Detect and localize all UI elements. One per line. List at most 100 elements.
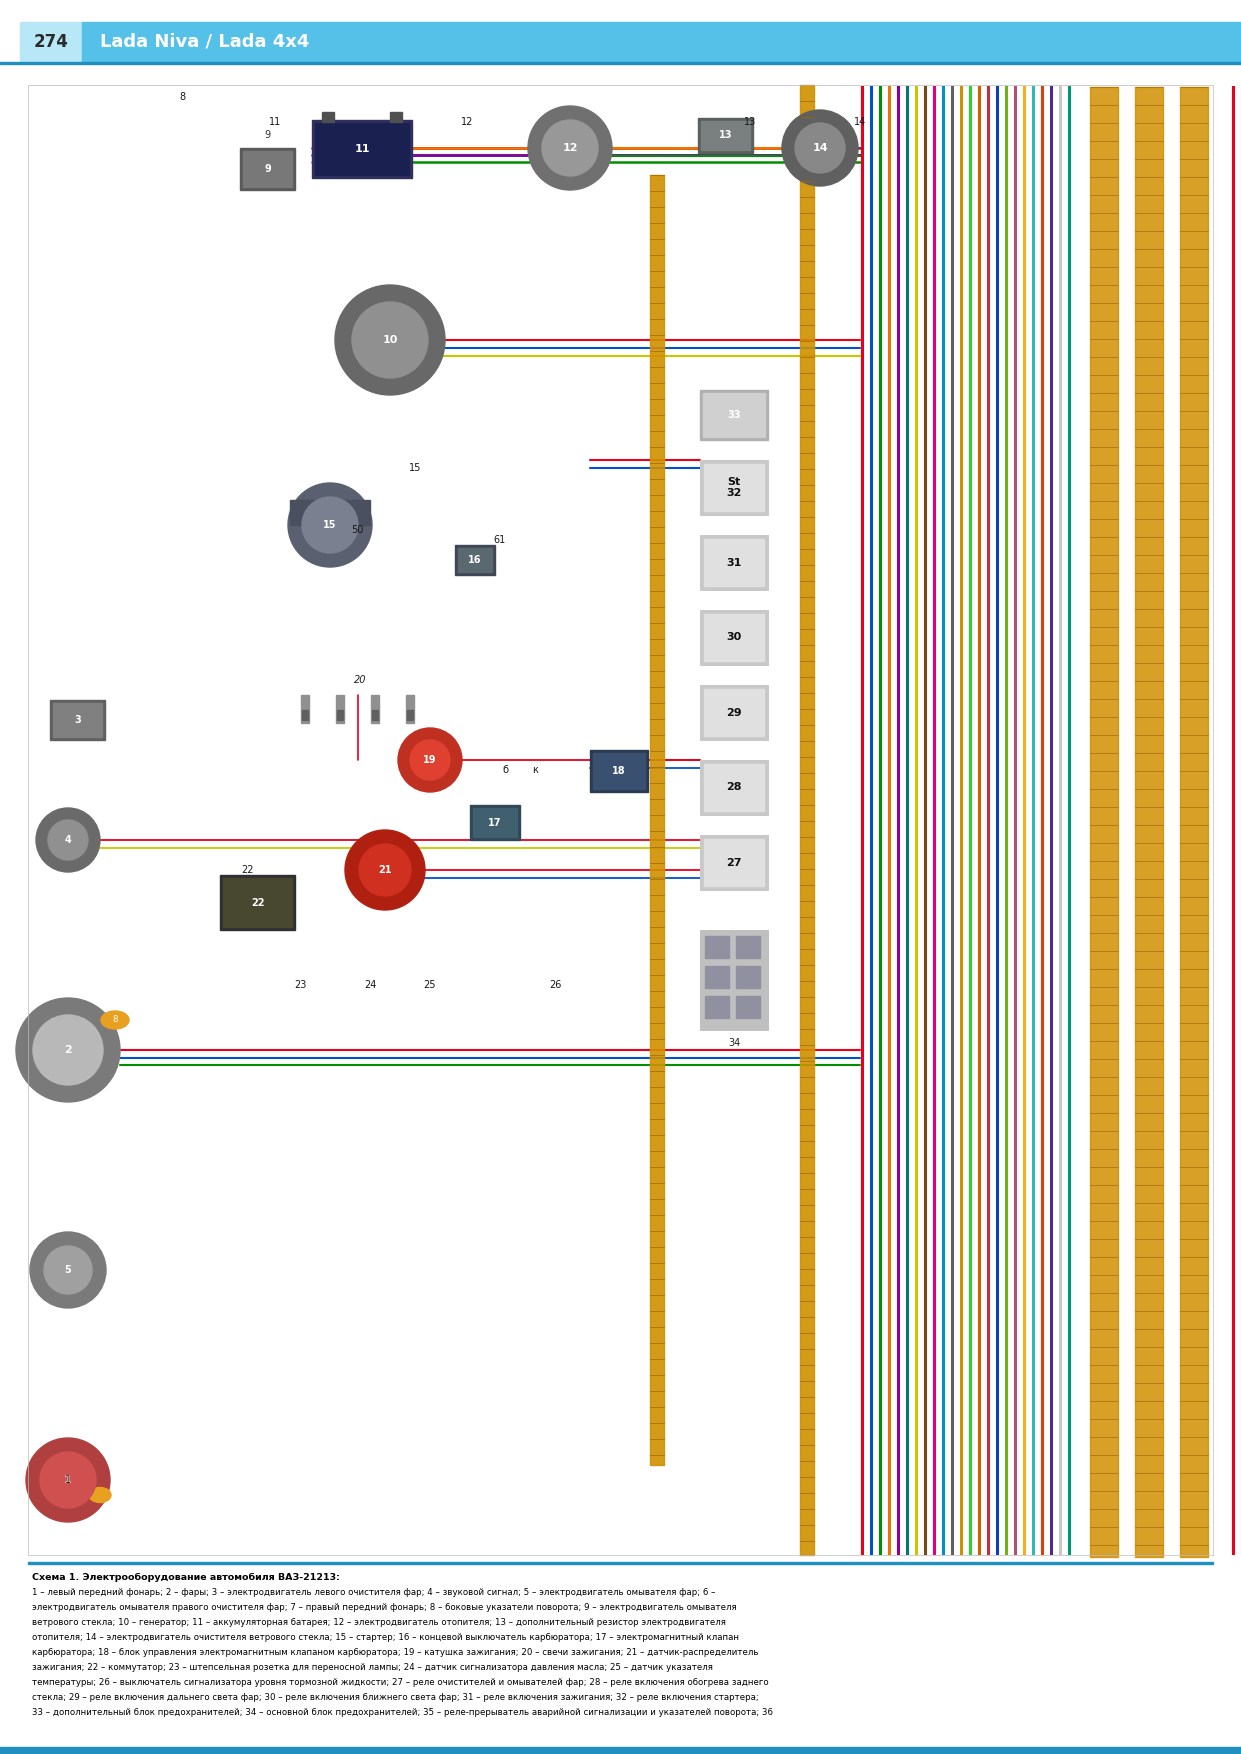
- Circle shape: [40, 1452, 96, 1508]
- Bar: [704, 765, 764, 810]
- Bar: [1090, 88, 1118, 1558]
- Text: 4: 4: [65, 835, 72, 845]
- Bar: [223, 879, 292, 928]
- Bar: [29, 84, 1212, 1556]
- Ellipse shape: [89, 1487, 110, 1503]
- Text: 33: 33: [727, 410, 741, 419]
- Text: 1 – левый передний фонарь; 2 – фары; 3 – электродвигатель левого очистителя фар;: 1 – левый передний фонарь; 2 – фары; 3 –…: [32, 1587, 716, 1596]
- Text: 15: 15: [323, 519, 336, 530]
- Text: 1: 1: [65, 1475, 72, 1486]
- Circle shape: [48, 821, 88, 859]
- Bar: [290, 500, 370, 524]
- Bar: [700, 930, 768, 1030]
- Circle shape: [335, 284, 446, 395]
- Text: зажигания; 22 – коммутатор; 23 – штепсельная розетка для переносной лампы; 24 – : зажигания; 22 – коммутатор; 23 – штепсел…: [32, 1663, 712, 1672]
- Text: 2: 2: [65, 1045, 72, 1054]
- Bar: [705, 996, 728, 1017]
- Bar: [470, 805, 520, 840]
- Text: 61: 61: [494, 535, 506, 545]
- Text: 23: 23: [294, 980, 307, 989]
- Bar: [338, 710, 343, 719]
- Bar: [704, 838, 764, 886]
- Circle shape: [302, 496, 357, 553]
- Bar: [700, 535, 768, 589]
- Bar: [302, 710, 308, 719]
- Text: отопителя; 14 – электродвигатель очистителя ветрового стекла; 15 – стартер; 16 –: отопителя; 14 – электродвигатель очистит…: [32, 1633, 738, 1642]
- Bar: [29, 1563, 1212, 1565]
- Bar: [701, 121, 750, 151]
- Circle shape: [795, 123, 845, 174]
- Text: 8: 8: [113, 1016, 118, 1024]
- Bar: [50, 700, 105, 740]
- Circle shape: [359, 844, 411, 896]
- Text: Lada Niva / Lada 4x4: Lada Niva / Lada 4x4: [101, 33, 309, 51]
- Text: 29: 29: [726, 707, 742, 717]
- Circle shape: [26, 1438, 110, 1522]
- Bar: [473, 809, 517, 837]
- Circle shape: [542, 119, 598, 175]
- Bar: [736, 996, 759, 1017]
- Bar: [700, 686, 768, 740]
- Bar: [700, 835, 768, 889]
- Text: 50: 50: [351, 524, 364, 535]
- Bar: [705, 966, 728, 988]
- Bar: [240, 147, 295, 189]
- Bar: [321, 112, 334, 123]
- Text: 14: 14: [854, 118, 866, 126]
- Circle shape: [782, 111, 858, 186]
- Bar: [458, 547, 491, 572]
- Circle shape: [43, 1245, 92, 1294]
- Text: Схема 1. Электрооборудование автомобиля ВАЗ-21213:: Схема 1. Электрооборудование автомобиля …: [32, 1573, 340, 1582]
- Text: 21: 21: [379, 865, 392, 875]
- Bar: [650, 175, 664, 1465]
- Bar: [53, 703, 102, 737]
- Text: 13: 13: [719, 130, 732, 140]
- Text: стекла; 29 – реле включения дальнего света фар; 30 – реле включения ближнего све: стекла; 29 – реле включения дальнего све…: [32, 1693, 758, 1701]
- Text: 22: 22: [242, 865, 254, 875]
- Bar: [390, 112, 402, 123]
- Text: 18: 18: [612, 766, 625, 775]
- Circle shape: [527, 105, 612, 189]
- Text: 274: 274: [34, 33, 68, 51]
- Text: б: б: [501, 765, 508, 775]
- Bar: [243, 151, 292, 188]
- Bar: [311, 119, 412, 177]
- Text: 19: 19: [423, 754, 437, 765]
- Circle shape: [398, 728, 462, 793]
- Bar: [406, 695, 414, 723]
- Text: температуры; 26 – выключатель сигнализатора уровня тормозной жидкости; 27 – реле: температуры; 26 – выключатель сигнализат…: [32, 1679, 768, 1687]
- Bar: [700, 389, 768, 440]
- Bar: [1136, 88, 1163, 1558]
- Bar: [593, 752, 645, 789]
- Bar: [704, 538, 764, 586]
- Text: 24: 24: [364, 980, 376, 989]
- Circle shape: [36, 809, 101, 872]
- Text: 3: 3: [74, 716, 81, 724]
- Bar: [1180, 88, 1207, 1558]
- Text: 9: 9: [264, 130, 271, 140]
- Text: 25: 25: [423, 980, 437, 989]
- Bar: [704, 689, 764, 737]
- Bar: [800, 84, 814, 1556]
- Text: 30: 30: [726, 633, 742, 642]
- Bar: [407, 710, 413, 719]
- Bar: [704, 465, 764, 510]
- Text: 33 – дополнительный блок предохранителей; 34 – основной блок предохранителей; 35: 33 – дополнительный блок предохранителей…: [32, 1708, 773, 1717]
- Ellipse shape: [101, 1010, 129, 1030]
- Bar: [700, 460, 768, 516]
- Bar: [697, 118, 753, 153]
- Bar: [372, 710, 379, 719]
- Bar: [0, 61, 1241, 63]
- Circle shape: [410, 740, 450, 781]
- Bar: [371, 695, 379, 723]
- Circle shape: [16, 998, 120, 1102]
- Bar: [455, 545, 495, 575]
- Bar: [0, 1747, 1241, 1754]
- Circle shape: [30, 1231, 105, 1308]
- Text: к: к: [532, 765, 537, 775]
- Text: 12: 12: [562, 144, 578, 153]
- Text: 13: 13: [743, 118, 756, 126]
- Text: электродвигатель омывателя правого очистителя фар; 7 – правый передний фонарь; 8: электродвигатель омывателя правого очист…: [32, 1603, 737, 1612]
- Text: 1: 1: [65, 1475, 71, 1486]
- Bar: [705, 937, 728, 958]
